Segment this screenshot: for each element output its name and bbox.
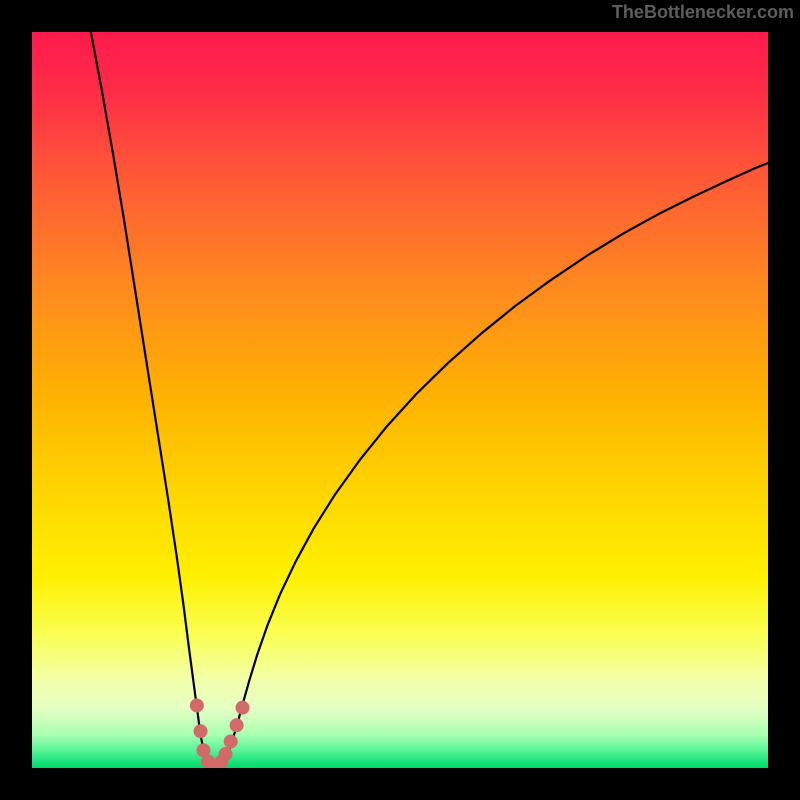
watermark-text: TheBottlenecker.com (612, 2, 794, 23)
data-marker (224, 735, 238, 749)
data-marker (194, 724, 208, 738)
chart-svg (32, 32, 768, 768)
data-marker (219, 747, 233, 761)
data-marker (236, 701, 250, 715)
data-marker (230, 718, 244, 732)
gradient-background (32, 32, 768, 768)
plot-area (32, 32, 768, 768)
data-marker (190, 698, 204, 712)
chart-frame: TheBottlenecker.com (0, 0, 800, 800)
